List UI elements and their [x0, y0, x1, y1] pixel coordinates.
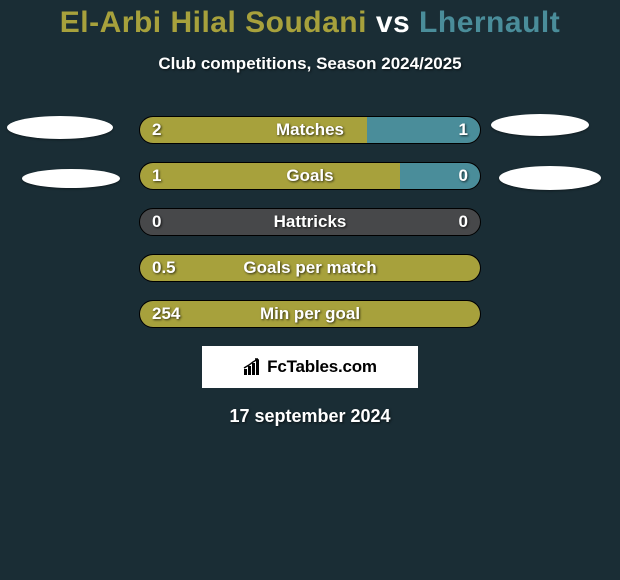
- footer-date: 17 september 2024: [0, 406, 620, 427]
- stat-row: 0 0Hattricks: [0, 208, 620, 236]
- logo-text: FcTables.com: [267, 357, 377, 377]
- stat-value-right: 1: [459, 117, 468, 143]
- stat-bar-fill-left: [140, 255, 480, 281]
- stat-bar-fill-right: [400, 163, 480, 189]
- stat-bar-track: 21Matches: [139, 116, 481, 144]
- stat-bar-track: 0 0Hattricks: [139, 208, 481, 236]
- stat-bar-fill-left: [140, 301, 480, 327]
- page-title: El-Arbi Hilal Soudani vs Lhernault: [0, 6, 620, 40]
- stat-value-left: 2: [152, 117, 161, 143]
- subtitle: Club competitions, Season 2024/2025: [0, 54, 620, 74]
- stat-value-left: 0.5: [152, 255, 176, 281]
- stat-value-left: 0: [152, 209, 161, 235]
- stat-value-left: 1: [152, 163, 161, 189]
- stat-row: 0.5Goals per match: [0, 254, 620, 282]
- title-vs: vs: [376, 6, 410, 39]
- stat-value-left: 254: [152, 301, 180, 327]
- comparison-widget: El-Arbi Hilal Soudani vs Lhernault Club …: [0, 0, 620, 427]
- stat-label: Hattricks: [140, 209, 480, 235]
- title-player2: Lhernault: [419, 6, 560, 39]
- stat-bar-fill-left: [140, 117, 367, 143]
- stat-bar-track: 0.5Goals per match: [139, 254, 481, 282]
- stat-bar-fill-left: [140, 163, 400, 189]
- stat-value-right: 0: [459, 209, 468, 235]
- source-logo: FcTables.com: [202, 346, 418, 388]
- logo-inner: FcTables.com: [243, 357, 377, 377]
- stat-row: 10Goals: [0, 162, 620, 190]
- stat-bar-track: 10Goals: [139, 162, 481, 190]
- bar-chart-icon: [243, 358, 265, 376]
- comparison-area: 21Matches10Goals00Hattricks0.5Goals per …: [0, 116, 620, 328]
- stat-row: 254Min per goal: [0, 300, 620, 328]
- stat-bar-track: 254Min per goal: [139, 300, 481, 328]
- title-player1: El-Arbi Hilal Soudani: [60, 6, 367, 39]
- stat-value-right: 0: [459, 163, 468, 189]
- stat-row: 21Matches: [0, 116, 620, 144]
